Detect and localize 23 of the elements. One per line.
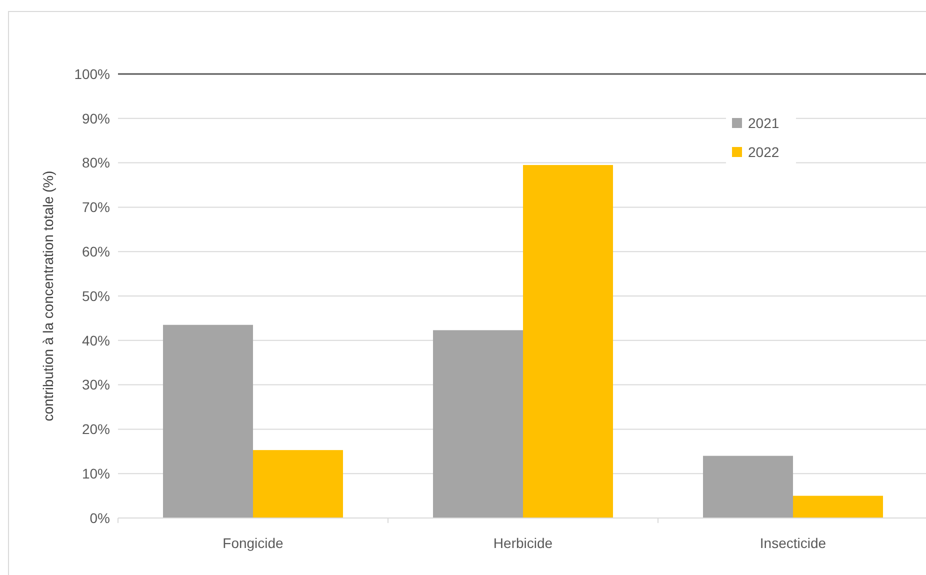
bar [163, 324, 253, 518]
y-tick-label: 10% [82, 466, 110, 482]
y-tick-label: 90% [82, 110, 110, 126]
y-tick-label: 40% [82, 332, 110, 348]
y-tick-label: 20% [82, 421, 110, 438]
legend-label: 2021 [748, 114, 780, 131]
y-tick-label: 80% [82, 154, 110, 171]
y-tick-label: 60% [82, 244, 110, 260]
y-axis-title: contribution à la concentration totale (%) [40, 170, 56, 422]
y-tick-label: 100% [74, 66, 110, 82]
y-tick-label: 50% [82, 288, 110, 304]
bar [523, 165, 613, 518]
legend-label: 2022 [748, 144, 780, 160]
x-tick-label: Herbicide [493, 535, 553, 551]
x-tick-label: Insecticide [760, 535, 826, 551]
bar [433, 330, 523, 518]
x-tick-label: Fongicide [222, 535, 284, 551]
y-tick-label: 30% [82, 376, 110, 393]
y-tick-label: 70% [82, 199, 110, 216]
y-tick-label: 0% [90, 510, 110, 526]
bar [253, 450, 343, 518]
bar [793, 496, 883, 518]
bar [703, 456, 793, 518]
